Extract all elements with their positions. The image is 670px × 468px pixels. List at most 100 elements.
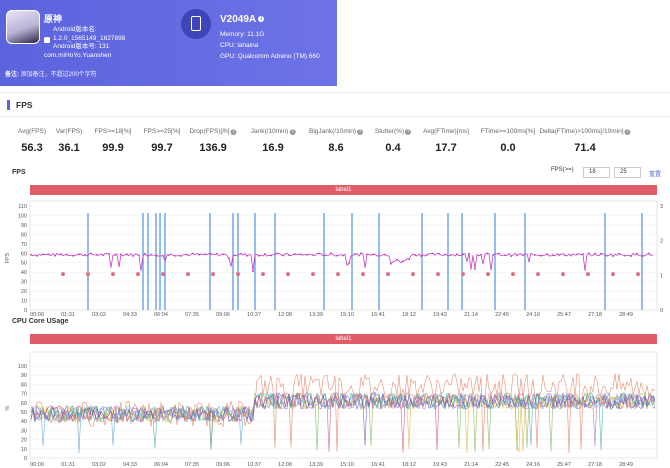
fps-point [336,254,338,257]
fps-y-tick: 90 [21,223,27,229]
fps-point [444,253,446,256]
stutter-marker [461,272,465,277]
fps-point [210,253,212,256]
cpu-x-tick: 15:10 [340,462,354,468]
stutter-marker [86,272,90,277]
stutter-marker [636,272,640,277]
cpu-y-tick: 50 [21,410,27,416]
fps-y-tick: 30 [21,280,27,286]
fps-point [204,253,206,256]
info-icon[interactable]: i [258,16,265,23]
fps-point [30,253,32,256]
fps-x-tick: 01:31 [61,312,75,318]
fps-point [420,255,422,257]
stat-item: Avg(FTime)[ms] 17.7 [423,128,469,154]
cpu-legend-bar[interactable]: label1 [30,334,657,344]
stat-label: FPS>=25[%] [143,128,181,135]
fps-point [162,254,164,257]
fps-point [630,255,632,257]
fps-x-tick: 21:14 [464,312,478,318]
fps-point [372,253,374,256]
cpu-y-tick: 20 [21,438,27,444]
fps-point [180,255,182,257]
stat-item: Jank(/10min)? 16.9 [251,128,296,154]
help-icon[interactable]: ? [356,129,363,135]
fps-x-tick: 28:49 [619,312,633,318]
fps-point [366,253,368,256]
fps-point [102,254,104,257]
stat-value: 36.1 [58,142,80,154]
cpu-x-tick: 13:39 [309,462,323,468]
fps-point [648,252,650,255]
fps-point [192,252,194,255]
fps-point [174,254,176,257]
stat-value: 99.9 [102,142,124,154]
stat-value: 8.6 [328,142,344,154]
stat-value: 0.0 [500,142,516,154]
fps-point [534,254,536,256]
package-name: com.miHoYo.Yuanshen [44,52,112,59]
fps-point [36,254,38,257]
android-code: Android版本号: 131 [53,43,110,50]
section-title: FPS [7,100,33,110]
fps-point [270,254,272,257]
version-name: 1.2.0_1565149_1627898 [53,35,126,42]
cpu-y-axis-label: % [5,405,11,410]
fps-threshold-label: FPS(>=) [551,167,574,173]
fps-point [42,253,44,256]
fps-point [618,252,620,255]
fps-point [306,254,308,256]
fps-x-tick: 06:04 [154,312,168,318]
cpu-x-tick: 09:06 [216,462,230,468]
fps-x-tick: 09:06 [216,312,230,318]
fps-point [546,253,548,256]
fps-point [552,254,554,257]
cpu-x-tick: 16:41 [371,462,385,468]
fps-point [66,253,68,256]
help-icon[interactable]: ? [289,129,296,135]
fps-threshold-input-2[interactable]: 25 [614,167,641,178]
fps-point [282,254,284,257]
fps-point [522,254,524,257]
fps-y2-tick: 2 [660,239,663,245]
stutter-marker [486,272,490,277]
stutter-marker [611,272,615,277]
fps-x-tick: 18:12 [402,312,416,318]
fps-point [402,260,404,263]
fps-x-tick: 13:39 [309,312,323,318]
fps-point [72,254,74,257]
help-icon[interactable]: ? [624,129,631,135]
note-field[interactable]: 备注: 添加备注，不超过200个字符 [0,67,337,83]
stat-value: 71.4 [574,142,596,154]
fps-threshold-input-1[interactable]: 18 [583,167,610,178]
stat-item: FPS>=25[%] 99.7 [144,128,181,154]
help-icon[interactable]: ? [405,129,412,135]
fps-point [258,254,260,257]
cpu-x-tick: 01:31 [61,462,75,468]
fps-legend-bar[interactable]: label1 [30,185,657,195]
fps-point [570,254,572,257]
cpu-x-tick: 21:14 [464,462,478,468]
stutter-marker [61,272,65,277]
cpu-x-tick: 25:47 [557,462,571,468]
help-icon[interactable]: ? [230,129,237,135]
stutter-marker [161,272,165,277]
cpu-y-tick: 10 [21,447,27,453]
fps-point [168,254,170,257]
stutter-marker [261,272,265,277]
reset-button[interactable]: 重置 [649,172,662,178]
fps-point [636,252,638,255]
fps-point [294,253,296,256]
fps-point [108,253,110,255]
cpu-y-tick: 40 [21,419,27,425]
stutter-marker [436,272,440,277]
stat-value: 0.4 [385,142,401,154]
stutter-marker [336,272,340,277]
cpu-y-tick: 70 [21,392,27,398]
cpu-y-tick: 80 [21,382,27,388]
fps-point [390,262,392,265]
fps-point [600,252,602,255]
fps-point [510,255,512,258]
stat-label: Stutter(%)? [374,128,412,135]
stat-value: 17.7 [435,142,457,154]
